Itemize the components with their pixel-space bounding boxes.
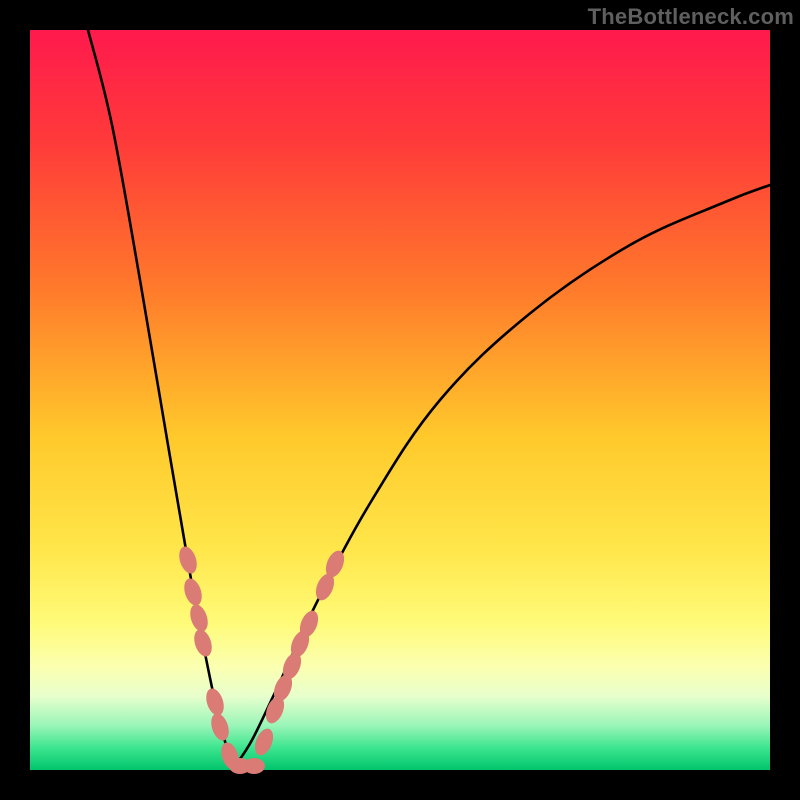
plot-background: [30, 30, 770, 770]
chart-stage: TheBottleneck.com: [0, 0, 800, 800]
marker-bottom-1: [243, 758, 265, 774]
bottleneck-chart: [0, 0, 800, 800]
watermark-text: TheBottleneck.com: [588, 4, 794, 30]
